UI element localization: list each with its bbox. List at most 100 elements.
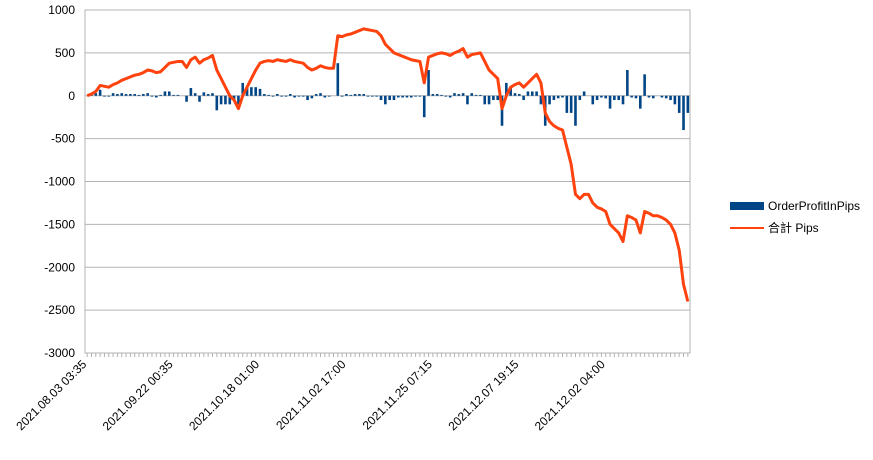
bar xyxy=(431,94,435,96)
bar xyxy=(448,95,452,98)
bar xyxy=(142,94,145,96)
bar xyxy=(604,95,608,99)
bar xyxy=(172,94,175,96)
bar xyxy=(323,95,327,98)
bar xyxy=(639,95,642,109)
bar xyxy=(630,95,633,98)
bar xyxy=(518,94,521,96)
bar xyxy=(492,95,495,101)
bar xyxy=(686,95,690,113)
bar xyxy=(155,95,158,98)
bar xyxy=(617,95,620,101)
bar xyxy=(505,82,508,96)
bar xyxy=(250,87,253,96)
bar xyxy=(103,95,106,97)
bar xyxy=(137,94,141,96)
bar xyxy=(427,70,430,96)
bar xyxy=(189,88,193,96)
bar xyxy=(595,95,599,101)
bar xyxy=(375,95,378,97)
bar xyxy=(280,95,283,97)
bar xyxy=(176,94,180,96)
x-tick-label: 2021.09.22 00:35 xyxy=(100,357,176,433)
bar xyxy=(241,82,245,96)
bar xyxy=(211,93,214,96)
bar xyxy=(608,95,612,109)
bar xyxy=(297,95,301,97)
bar xyxy=(634,95,638,99)
bar xyxy=(453,93,456,96)
bar xyxy=(237,95,240,105)
bar xyxy=(163,91,167,96)
bar xyxy=(219,95,223,105)
bar xyxy=(405,95,409,98)
bar xyxy=(530,91,534,96)
bar xyxy=(388,95,391,101)
bar xyxy=(677,95,681,113)
bar xyxy=(366,95,370,97)
x-tick-label: 2021.11.25 07:15 xyxy=(360,357,436,433)
bar xyxy=(526,91,530,96)
bar xyxy=(660,95,664,98)
legend-label: 合計 Pips xyxy=(768,220,819,235)
bar xyxy=(569,95,573,113)
bar xyxy=(133,94,136,96)
bar xyxy=(306,95,309,101)
bar xyxy=(185,95,188,102)
bar xyxy=(288,94,292,96)
bar xyxy=(340,95,344,97)
y-tick-label: -3000 xyxy=(44,346,75,360)
bar xyxy=(474,94,478,96)
bar xyxy=(574,95,577,126)
bar xyxy=(582,91,586,96)
bar xyxy=(483,95,487,105)
bar xyxy=(613,95,616,101)
line xyxy=(86,27,690,302)
bar xyxy=(245,87,249,96)
y-tick-label: 1000 xyxy=(48,3,75,17)
bar xyxy=(379,95,383,101)
bar xyxy=(418,95,422,97)
bar xyxy=(116,94,119,96)
y-tick-label: -2500 xyxy=(44,303,75,317)
bar xyxy=(107,95,111,97)
bar xyxy=(358,94,361,96)
x-tick-label: 2021.12.07 19:15 xyxy=(445,357,521,433)
bar xyxy=(552,95,556,101)
bar xyxy=(384,95,387,105)
bar xyxy=(509,87,512,96)
bar xyxy=(392,95,396,101)
bar xyxy=(422,95,426,118)
bar xyxy=(643,74,646,96)
bar xyxy=(535,91,538,96)
bar xyxy=(479,94,482,96)
bar xyxy=(353,94,357,96)
bar xyxy=(651,95,655,99)
bar xyxy=(621,95,625,105)
bar xyxy=(548,95,551,105)
bar xyxy=(271,95,275,97)
legend-label: OrderProfitInPips xyxy=(768,199,860,213)
bar xyxy=(414,95,417,97)
bar xyxy=(267,94,270,96)
bar xyxy=(561,95,564,98)
y-tick-label: 500 xyxy=(55,46,75,60)
bar xyxy=(310,95,314,99)
bar xyxy=(669,95,672,101)
bar xyxy=(146,93,149,96)
bar xyxy=(470,93,474,96)
bar xyxy=(673,95,677,105)
x-tick-label: 2021.08.03 03:35 xyxy=(13,357,89,433)
bar xyxy=(371,95,374,97)
bar xyxy=(124,94,128,96)
bar xyxy=(349,94,353,96)
bar xyxy=(539,95,543,105)
legend-swatch xyxy=(730,202,764,210)
bar xyxy=(466,95,469,105)
bar xyxy=(224,95,227,105)
bar xyxy=(556,95,560,99)
bar xyxy=(435,94,439,96)
bar xyxy=(150,95,154,97)
bar xyxy=(129,94,132,96)
bar xyxy=(206,94,210,96)
